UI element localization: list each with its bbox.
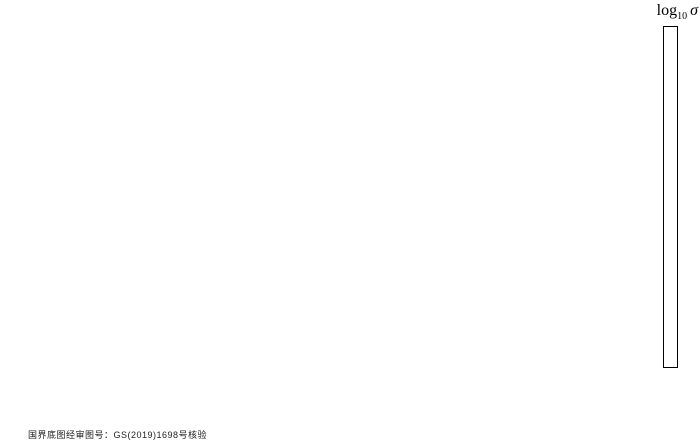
map-approval-note: 国界底图经审图号：GS(2019)1698号核验 [28,430,208,440]
